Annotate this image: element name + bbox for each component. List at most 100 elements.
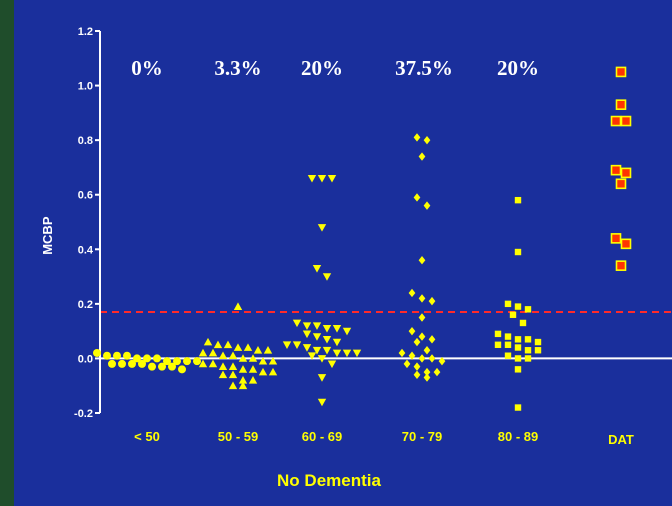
y-tick-label: 1.0	[78, 81, 93, 93]
data-point	[253, 346, 263, 354]
data-point	[203, 337, 213, 346]
data-point	[158, 362, 166, 371]
data-point	[153, 354, 161, 363]
data-point	[615, 260, 627, 271]
data-point	[332, 338, 342, 347]
data-point	[534, 338, 542, 346]
data-point	[620, 167, 632, 179]
data-point	[524, 306, 532, 313]
y-tick-label: 0.2	[78, 299, 93, 311]
data-point	[173, 357, 181, 366]
data-point	[238, 376, 248, 384]
data-point	[418, 332, 426, 341]
data-point	[494, 330, 502, 338]
category-label: 50 - 59	[218, 429, 258, 444]
data-point	[128, 359, 136, 368]
data-point	[238, 381, 248, 390]
data-point	[408, 326, 416, 336]
data-point	[524, 336, 532, 343]
data-point	[208, 348, 218, 357]
data-point	[223, 340, 233, 349]
data-point	[163, 357, 171, 366]
data-point	[504, 341, 512, 348]
data-point	[428, 335, 436, 344]
data-point	[408, 351, 416, 360]
category-label: < 50	[134, 429, 160, 444]
data-point	[423, 135, 431, 145]
data-point	[198, 359, 208, 368]
data-point	[327, 360, 337, 369]
data-point	[292, 341, 302, 349]
data-point	[620, 238, 632, 250]
data-point	[524, 355, 532, 362]
data-point	[317, 398, 327, 407]
data-point	[228, 370, 238, 379]
data-point	[317, 174, 327, 183]
data-point	[307, 352, 317, 360]
data-point	[198, 348, 208, 357]
data-point	[620, 115, 632, 127]
data-point	[233, 302, 243, 310]
data-point	[263, 346, 273, 354]
data-point	[248, 376, 258, 384]
category-label: 80 - 89	[498, 429, 538, 444]
data-point	[183, 357, 191, 366]
data-point	[258, 356, 268, 365]
data-point	[504, 333, 512, 340]
data-point	[428, 354, 436, 363]
category-label-dat: DAT	[608, 432, 634, 447]
data-point	[494, 341, 502, 348]
data-point	[413, 370, 421, 379]
data-point	[248, 365, 258, 373]
data-point	[413, 362, 421, 371]
data-point	[118, 359, 126, 368]
data-point	[317, 355, 327, 363]
data-point	[428, 296, 436, 306]
data-point	[418, 294, 426, 303]
data-point	[403, 359, 411, 369]
data-point	[322, 335, 332, 344]
data-point	[514, 366, 522, 373]
data-point	[418, 152, 426, 161]
points-layer	[93, 66, 632, 411]
data-point	[113, 351, 121, 360]
data-point	[228, 351, 238, 360]
chart-panel: -0.2 0.0 0.2 0.4 0.6 0.8 1.0 1.2 MCBP < 50 50 - 5…	[14, 0, 672, 506]
y-axis-label: MCBP	[40, 216, 55, 255]
data-point	[514, 336, 522, 343]
data-point	[398, 348, 406, 358]
data-point	[514, 404, 522, 411]
percent-label: 0%	[131, 56, 163, 80]
data-point	[317, 224, 327, 232]
data-point	[218, 362, 228, 370]
percent-label: 20%	[301, 56, 343, 80]
data-point	[322, 273, 332, 281]
data-point	[504, 352, 512, 359]
data-point	[342, 327, 352, 336]
data-point	[258, 367, 268, 376]
data-point	[228, 381, 238, 390]
data-point	[423, 373, 431, 382]
category-label: 70 - 79	[402, 429, 442, 444]
scatter-chart: -0.2 0.0 0.2 0.4 0.6 0.8 1.0 1.2 MCBP < 50 50 - 5…	[40, 26, 672, 490]
data-point	[514, 355, 522, 362]
data-point	[138, 359, 146, 368]
data-point	[514, 303, 522, 310]
data-point	[292, 319, 302, 328]
data-point	[302, 330, 312, 339]
data-point	[218, 370, 228, 379]
data-point	[148, 362, 156, 371]
group-label: No Dementia	[277, 471, 381, 490]
data-point	[534, 347, 542, 354]
data-point	[228, 362, 238, 370]
data-point	[418, 354, 426, 363]
data-point	[418, 256, 426, 265]
data-point	[218, 351, 228, 360]
data-point	[108, 359, 116, 368]
data-point	[322, 325, 332, 333]
data-point	[408, 288, 416, 298]
data-point	[342, 349, 352, 358]
data-point	[238, 354, 248, 362]
y-tick-label: 0.6	[78, 190, 93, 202]
